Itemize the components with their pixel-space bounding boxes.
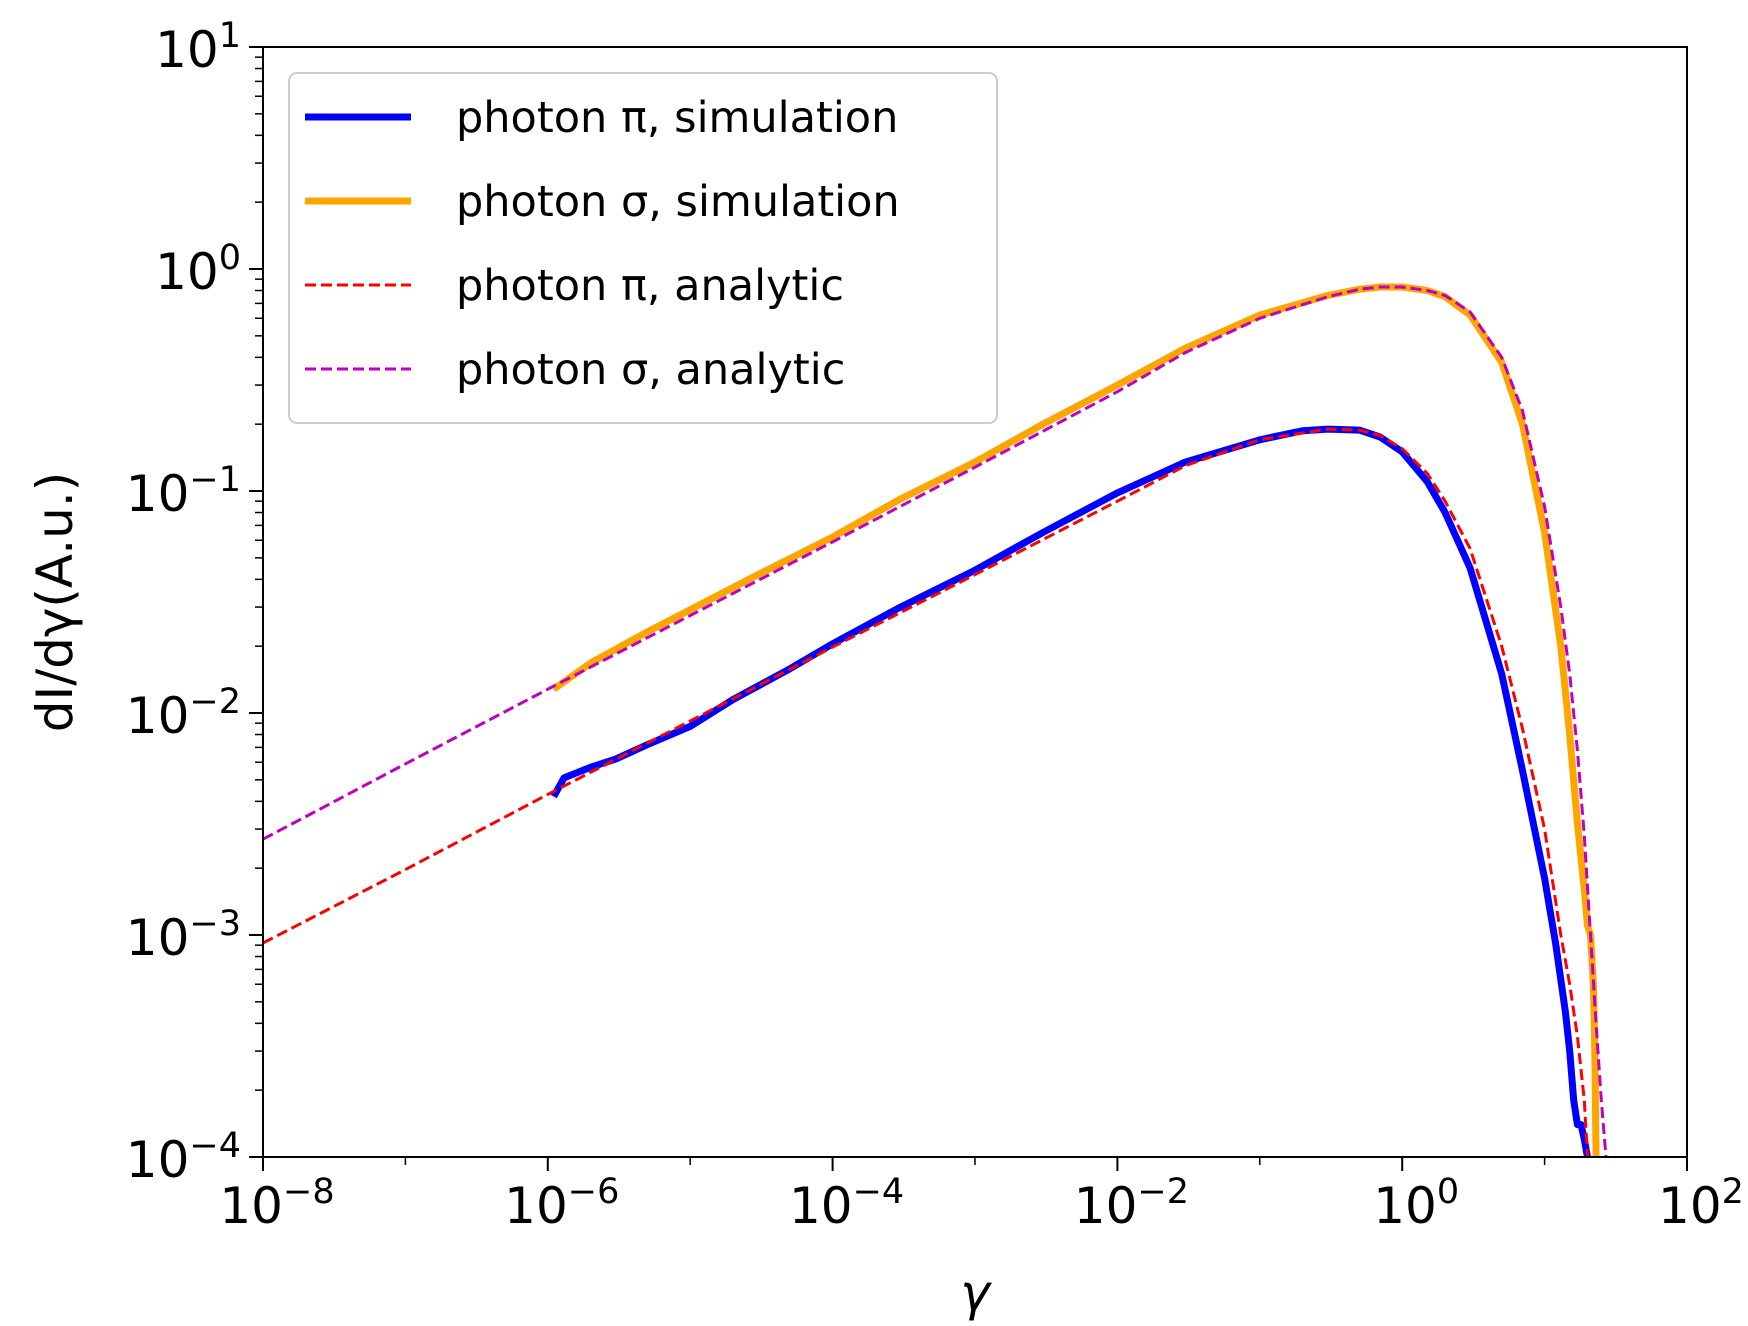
legend-entries: photon π, simulation photon σ, simulation… <box>305 93 900 395</box>
y-tick-label-0: 10−4 <box>126 1126 241 1189</box>
legend-label-3: photon π, analytic <box>456 261 844 311</box>
legend: photon π, simulation photon σ, simulation… <box>288 72 998 424</box>
tick-layer: 10−8 10−6 10−4 10−2 100 102 10−4 10−3 10−2 10−1 10… <box>126 16 1744 1235</box>
series-line-3 <box>263 427 1589 1157</box>
y-tick-label-1: 10−3 <box>126 904 241 967</box>
y-axis-label: dI/dγ(A.u.) <box>26 472 84 732</box>
y-tick-label-4: 100 <box>155 238 241 301</box>
x-tick-label-1: 10−6 <box>504 1172 619 1235</box>
x-axis-label: γ <box>960 1264 992 1322</box>
x-tick-label-2: 10−4 <box>789 1172 904 1235</box>
y-tick-label-5: 101 <box>155 16 241 79</box>
x-tick-label-3: 10−2 <box>1074 1172 1189 1235</box>
legend-label-2: photon σ, simulation <box>456 177 900 227</box>
series-line-4 <box>263 285 1608 1157</box>
y-tick-label-3: 10−1 <box>126 460 241 523</box>
x-tick-label-4: 100 <box>1373 1172 1459 1235</box>
legend-box <box>288 72 998 424</box>
x-tick-label-0: 10−8 <box>219 1172 334 1235</box>
series-layer <box>263 283 1608 1157</box>
legend-label-4: photon σ, analytic <box>456 345 845 395</box>
y-tick-label-2: 10−2 <box>126 682 241 745</box>
legend-label-1: photon π, simulation <box>456 93 898 143</box>
x-tick-label-5: 102 <box>1658 1172 1744 1235</box>
